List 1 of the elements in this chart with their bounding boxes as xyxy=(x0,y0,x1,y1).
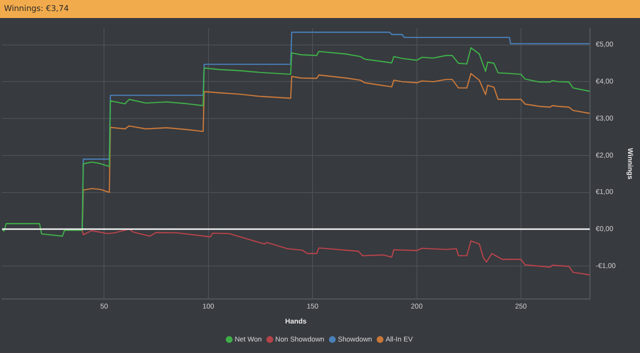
chart-title: Winnings: €3,74 xyxy=(0,0,640,18)
